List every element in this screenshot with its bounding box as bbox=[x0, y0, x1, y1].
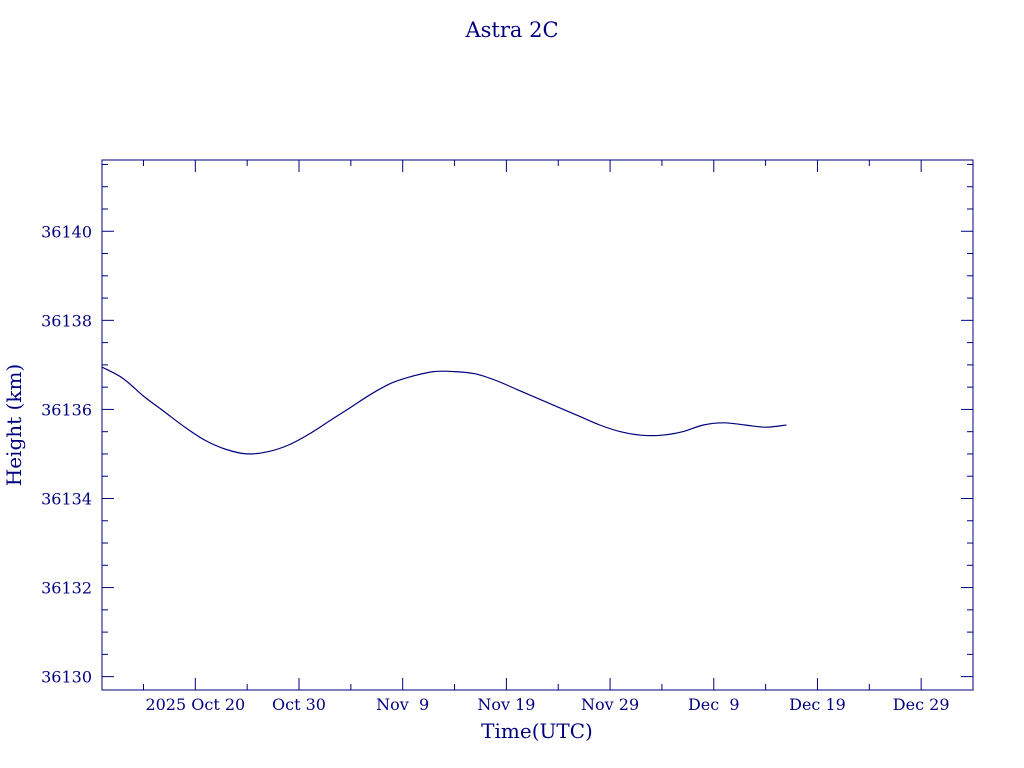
series-line-0 bbox=[101, 366, 787, 455]
x-tick-label: Dec 29 bbox=[893, 695, 950, 714]
y-tick-label: 36136 bbox=[41, 400, 92, 419]
x-tick-label: Nov 9 bbox=[376, 695, 429, 714]
y-tick-label: 36138 bbox=[41, 311, 92, 330]
y-tick-label: 36140 bbox=[41, 222, 92, 241]
x-tick-label: Dec 19 bbox=[789, 695, 846, 714]
y-tick-label: 36130 bbox=[41, 668, 92, 687]
x-tick-label: 2025 Oct 20 bbox=[145, 695, 245, 714]
x-tick-label: Oct 30 bbox=[272, 695, 326, 714]
x-axis-ticks: 2025 Oct 20 Oct 30 Nov 9 Nov 19 Nov 29 Dec 9 D… bbox=[145, 160, 950, 714]
y-tick-label: 36134 bbox=[41, 489, 92, 508]
series-layer bbox=[101, 366, 787, 455]
x-tick-label: Dec 9 bbox=[688, 695, 740, 714]
y-axis-title: Height (km) bbox=[2, 364, 26, 486]
minor-ticks bbox=[102, 160, 974, 690]
x-axis-title: Time(UTC) bbox=[481, 719, 593, 743]
y-axis-ticks: 36130 36132 36134 36136 36138 36140 bbox=[41, 222, 973, 687]
chart-title: Astra 2C bbox=[464, 18, 558, 42]
x-tick-label: Nov 19 bbox=[477, 695, 535, 714]
y-tick-label: 36132 bbox=[41, 579, 92, 598]
plot-frame bbox=[101, 159, 974, 691]
x-tick-label: Nov 29 bbox=[581, 695, 639, 714]
